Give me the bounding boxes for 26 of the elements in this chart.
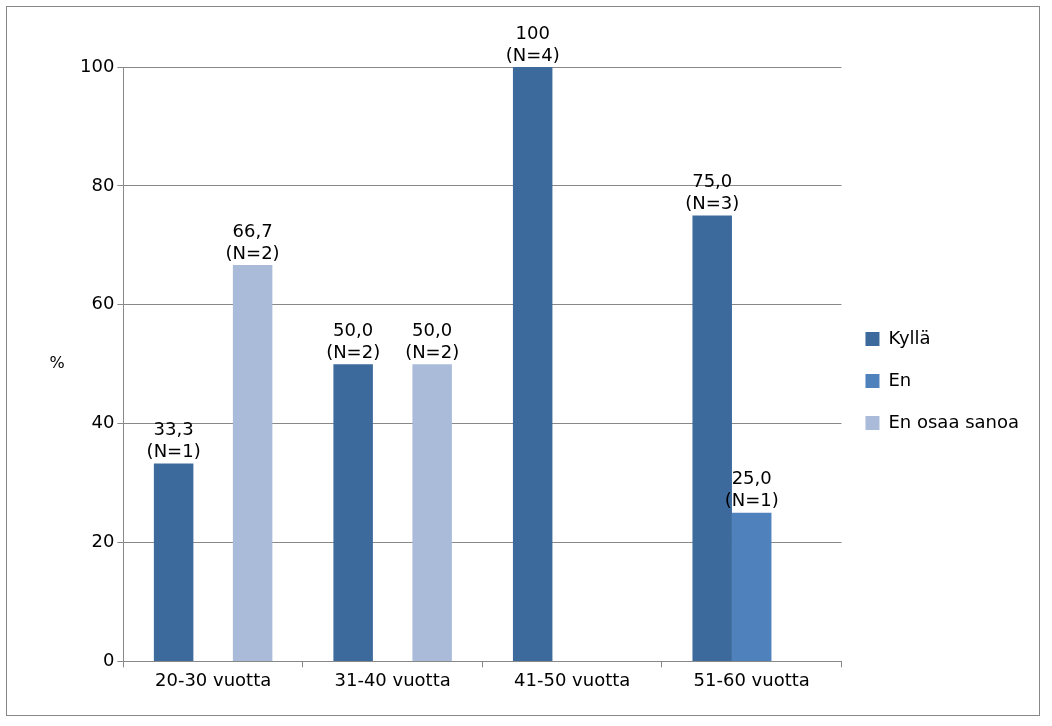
data-label: 50,0 (N=2) xyxy=(326,318,381,362)
legend-label: En osaa sanoa xyxy=(888,410,1020,432)
data-label: 33,3 (N=1) xyxy=(146,418,201,462)
data-label: 100 (N=4) xyxy=(505,21,560,65)
bar xyxy=(512,67,553,661)
y-tick-label: 0 xyxy=(102,649,115,671)
data-label: 75,0 (N=3) xyxy=(685,170,740,214)
x-tick-label: 31-40 vuotta xyxy=(334,668,451,690)
bar xyxy=(412,364,452,661)
y-tick-label: 80 xyxy=(91,173,115,195)
data-label: 50,0 (N=2) xyxy=(405,318,460,362)
bar xyxy=(232,264,273,661)
data-label: 66,7 (N=2) xyxy=(225,219,280,263)
y-axis-title: % xyxy=(49,353,65,373)
bar xyxy=(153,463,194,661)
y-tick-label: 100 xyxy=(80,54,115,76)
x-tick-label: 20-30 vuotta xyxy=(154,668,272,690)
y-tick-label: 20 xyxy=(91,530,115,552)
bar xyxy=(333,364,373,661)
x-tick-label: 51-60 vuotta xyxy=(693,668,810,690)
legend-label: En xyxy=(888,368,912,390)
bar xyxy=(731,512,772,661)
y-tick-label: 40 xyxy=(91,411,115,433)
x-tick-label: 41-50 vuotta xyxy=(514,668,631,690)
legend-label: Kyllä xyxy=(888,326,931,348)
y-tick-label: 60 xyxy=(91,292,115,314)
